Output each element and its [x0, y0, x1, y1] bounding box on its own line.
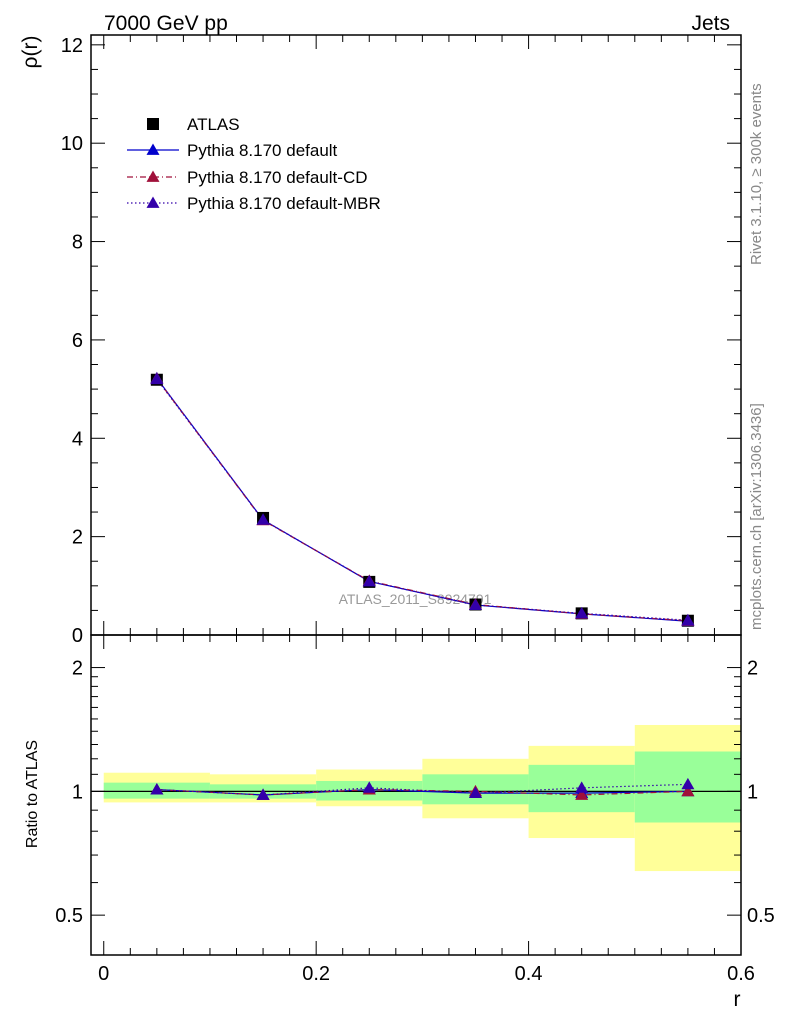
y-tick-label: 0 — [72, 625, 83, 647]
ratio-series-line — [156, 788, 688, 796]
ratio-point — [575, 788, 589, 800]
main-point — [362, 574, 376, 587]
ratio-point — [575, 781, 589, 793]
ratio-y-tick-label-right: 1 — [747, 781, 758, 803]
legend-label: Pythia 8.170 default-MBR — [187, 194, 381, 213]
ratio-y-tick-label: 1 — [72, 781, 83, 803]
legend-marker — [146, 196, 160, 208]
main-point — [468, 598, 482, 610]
category-label: Jets — [691, 12, 730, 35]
legend-label: ATLAS — [187, 115, 240, 134]
ratio-point — [150, 783, 164, 795]
x-tick-label: 0 — [98, 963, 109, 985]
ratio-y-tick-label: 0.5 — [55, 905, 83, 927]
ratio-y-tick-label-right: 2 — [747, 658, 758, 680]
mcplots-label: mcplots.cern.ch [arXiv:1306.3436] — [748, 403, 765, 630]
ratio-point — [362, 781, 376, 793]
y-tick-label: 10 — [61, 133, 83, 155]
analysis-watermark: ATLAS_2011_S8924791 — [339, 591, 492, 607]
ratio-point — [256, 788, 270, 800]
legend-marker — [146, 143, 160, 155]
main-series-line — [156, 378, 688, 622]
ratio-point — [681, 784, 695, 797]
y-tick-label: 2 — [72, 527, 83, 549]
main-ylabel: ρ(r) — [19, 36, 42, 69]
legend: ATLAS Pythia 8.170 default Pythia 8.170 de… — [127, 115, 381, 213]
main-panel: 0 2 4 6 8 10 12 — [61, 34, 742, 647]
y-tick-label: 8 — [72, 232, 83, 254]
y-tick-label: 6 — [72, 330, 83, 352]
ratio-frame — [90, 634, 742, 956]
main-point — [256, 513, 270, 525]
ratio-point — [468, 786, 482, 799]
rivet-label: Rivet 3.1.10, ≥ 300k events — [748, 83, 765, 265]
x-tick-label: 0.4 — [515, 963, 543, 985]
main-series-line — [156, 377, 688, 622]
x-tick-label: 0.6 — [727, 963, 755, 985]
ratio-point — [681, 777, 695, 790]
main-point — [575, 606, 589, 619]
x-axis-label: r — [734, 988, 741, 1011]
x-tick-label: 0.2 — [302, 963, 330, 985]
y-tick-label: 4 — [72, 428, 83, 450]
legend-label: Pythia 8.170 default-CD — [187, 168, 368, 187]
main-point — [150, 372, 164, 385]
legend-marker-data — [147, 118, 159, 130]
ratio-y-tick-label-right: 0.5 — [747, 905, 775, 927]
energy-label: 7000 GeV pp — [104, 12, 228, 35]
ratio-ylabel: Ratio to ATLAS — [24, 740, 41, 848]
legend-marker — [146, 170, 160, 182]
main-series-line — [156, 378, 688, 621]
main-point — [681, 613, 695, 626]
ratio-series-line — [156, 783, 688, 796]
ratio-panel: 0.5 0.5 1 1 2 2 0 0.2 0.4 0.6 — [55, 634, 775, 985]
y-tick-label: 12 — [61, 35, 83, 57]
ratio-y-tick-label: 2 — [72, 658, 83, 680]
legend-label: Pythia 8.170 default — [187, 141, 338, 160]
